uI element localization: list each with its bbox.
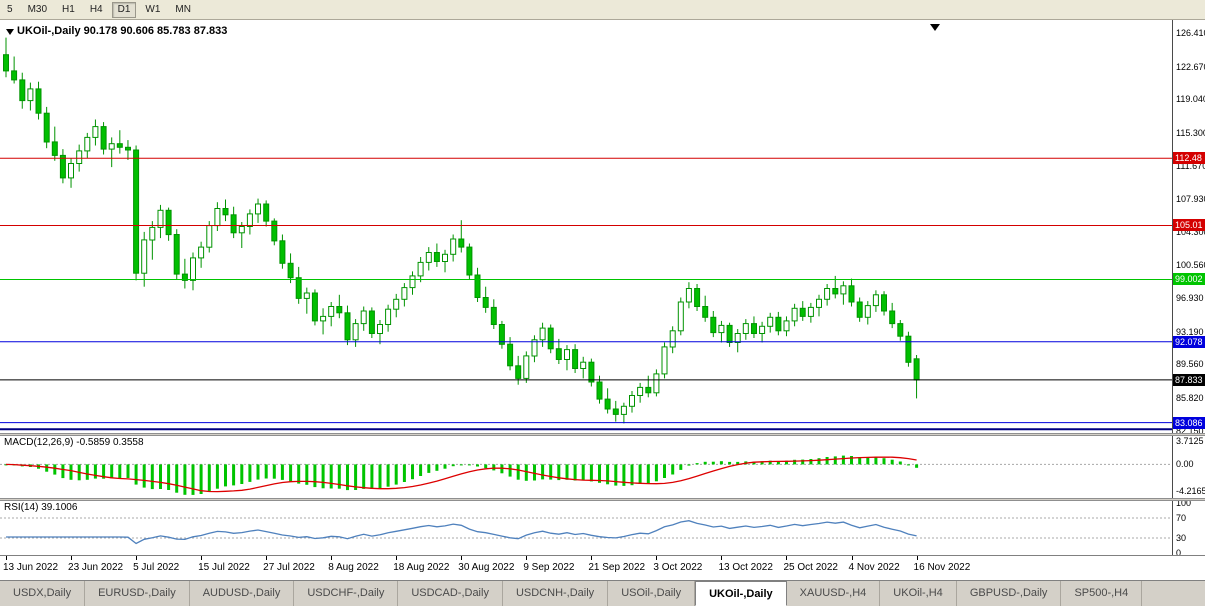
date-label: 21 Sep 2022: [588, 562, 646, 573]
macd-scale-label: 0.00: [1176, 459, 1194, 470]
chart-tab-ukoil-h4[interactable]: UKOil-,H4: [880, 581, 957, 606]
date-tick-mark: [266, 556, 268, 560]
macd-label: MACD(12,26,9) -0.5859 0.3558: [4, 437, 144, 448]
price-scale-label: 107.930: [1176, 194, 1205, 205]
price-line-badge: 105.01: [1173, 219, 1205, 232]
chart-tab-usoil-daily[interactable]: USOil-,Daily: [608, 581, 696, 606]
price-line-badge: 92.078: [1173, 335, 1205, 348]
chart-tab-usdcnh-daily[interactable]: USDCNH-,Daily: [503, 581, 609, 606]
timeframe-button-m30[interactable]: M30: [27, 3, 48, 15]
chart-tab-audusd-daily[interactable]: AUDUSD-,Daily: [190, 581, 295, 606]
chart-tab-eurusd-daily[interactable]: EURUSD-,Daily: [85, 581, 190, 606]
price-scale-label: 122.670: [1176, 61, 1205, 72]
price-scale-label: 115.300: [1176, 127, 1205, 138]
date-tick-mark: [591, 556, 593, 560]
rsi-scale-label: 0: [1176, 548, 1182, 558]
price-scale-label: 100.560: [1176, 260, 1205, 271]
date-label: 16 Nov 2022: [913, 562, 971, 573]
one-click-trading-arrow-icon[interactable]: [6, 29, 14, 35]
date-tick-mark: [786, 556, 788, 560]
date-tick-mark: [396, 556, 398, 560]
price-axis[interactable]: 126.410 122.670 119.040 115.300 111.670 107.9…: [1172, 20, 1205, 558]
date-label: 13 Jun 2022: [3, 562, 59, 573]
price-line-badge: 112.48: [1173, 152, 1205, 165]
chart-tab-usdchf-daily[interactable]: USDCHF-,Daily: [294, 581, 399, 606]
date-label: 30 Aug 2022: [458, 562, 515, 573]
rsi-label: RSI(14) 39.1006: [4, 502, 78, 513]
date-label: 23 Jun 2022: [68, 562, 124, 573]
chart-tab-usdx-daily[interactable]: USDX,Daily: [0, 581, 86, 606]
date-label: 13 Oct 2022: [718, 562, 773, 573]
timeframe-button-w1[interactable]: W1: [145, 3, 161, 15]
price-scale-label: 93.190: [1176, 326, 1204, 337]
chart-tab-ukoil-daily[interactable]: UKOil-,Daily: [695, 581, 787, 606]
rsi-chart[interactable]: [0, 501, 1172, 555]
price-line-badge: 99.002: [1173, 273, 1205, 286]
chart-tab-xauusd-h4[interactable]: XAUUSD-,H4: [787, 581, 881, 606]
date-tick-mark: [851, 556, 853, 560]
rsi-scale-label: 30: [1176, 533, 1187, 543]
macd-scale-label: 3.7125: [1176, 435, 1204, 446]
price-scale-label: 96.930: [1176, 293, 1204, 304]
date-label: 4 Nov 2022: [848, 562, 900, 573]
chart-tab-usdcad-daily[interactable]: USDCAD-,Daily: [398, 581, 503, 606]
rsi-scale-label: 100: [1176, 498, 1192, 508]
price-scale-label: 104.300: [1176, 226, 1205, 237]
date-tick-mark: [526, 556, 528, 560]
panel-divider-macd[interactable]: [0, 433, 1205, 436]
date-tick-mark: [201, 556, 203, 560]
chart-title: UKOil-,Daily 90.178 90.606 85.783 87.833: [17, 25, 228, 37]
chart-shift-marker-icon[interactable]: [930, 24, 940, 31]
date-label: 5 Jul 2022: [133, 562, 180, 573]
date-tick-mark: [721, 556, 723, 560]
date-label: 8 Aug 2022: [328, 562, 379, 573]
date-label: 27 Jul 2022: [263, 562, 315, 573]
rsi-panel[interactable]: RSI(14) 39.1006: [0, 501, 1172, 555]
candlestick-chart[interactable]: [0, 20, 1172, 433]
price-line-badge: 87.833: [1173, 373, 1205, 386]
date-tick-mark: [71, 556, 73, 560]
date-tick-mark: [461, 556, 463, 560]
price-scale-label: 89.560: [1176, 359, 1204, 370]
date-tick-mark: [6, 556, 7, 560]
timeframe-button-h4[interactable]: H4: [89, 3, 103, 15]
price-scale-label: 82.150: [1176, 426, 1204, 437]
date-tick-mark: [916, 556, 918, 560]
rsi-scale-label: 70: [1176, 513, 1187, 523]
price-scale-label: 85.820: [1176, 393, 1204, 404]
date-label: 15 Jul 2022: [198, 562, 250, 573]
price-scale-label: 126.410: [1176, 28, 1205, 39]
macd-scale-label: -4.2165: [1176, 485, 1205, 496]
date-label: 18 Aug 2022: [393, 562, 450, 573]
price-scale-label: 119.040: [1176, 94, 1205, 105]
chart-tab-gbpusd-daily[interactable]: GBPUSD-,Daily: [957, 581, 1062, 606]
macd-panel[interactable]: MACD(12,26,9) -0.5859 0.3558: [0, 436, 1172, 498]
date-tick-mark: [136, 556, 138, 560]
date-axis[interactable]: 13 Jun 2022 23 Jun 2022 5 Jul 2022 15 Jul 2…: [0, 556, 1205, 580]
chart-tab-sp500-h4[interactable]: SP500-,H4: [1061, 581, 1143, 606]
timeframe-button-d1[interactable]: D1: [111, 1, 137, 18]
date-tick-mark: [331, 556, 333, 560]
timeframe-button-mn[interactable]: MN: [175, 3, 191, 15]
chart-tab-bar: USDX,Daily EURUSD-,Daily AUDUSD-,Daily USDC…: [0, 580, 1205, 606]
timeframe-button-h1[interactable]: H1: [62, 3, 75, 15]
date-tick-mark: [656, 556, 658, 560]
main-chart-panel[interactable]: [0, 20, 1172, 433]
date-axis-separator: [0, 555, 1205, 556]
date-label: 9 Sep 2022: [523, 562, 575, 573]
timeframe-toolbar: 5 M30 H1 H4 D1 W1 MN: [0, 0, 1205, 20]
date-label: 3 Oct 2022: [653, 562, 703, 573]
macd-chart[interactable]: [0, 436, 1172, 498]
panel-divider-rsi[interactable]: [0, 498, 1205, 501]
price-scale-label: 111.670: [1176, 160, 1205, 171]
price-line-badge: 83.086: [1173, 416, 1205, 429]
timeframe-button-5[interactable]: 5: [7, 3, 13, 15]
date-label: 25 Oct 2022: [783, 562, 838, 573]
